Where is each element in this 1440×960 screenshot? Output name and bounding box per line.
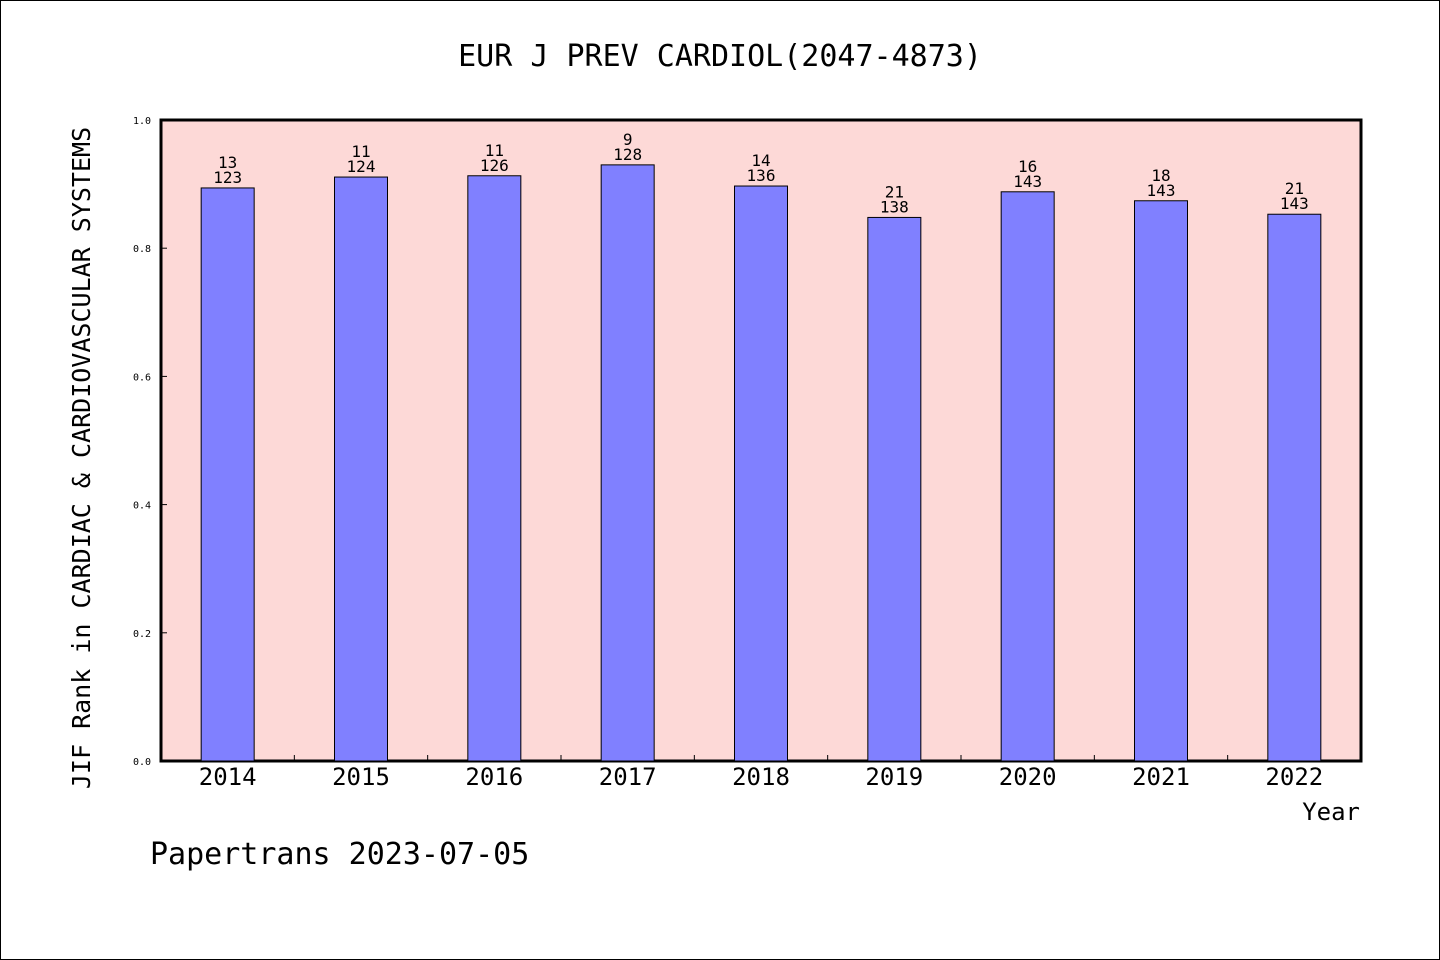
x-tick-label-2019: 2019 [865, 763, 923, 791]
data-label-total-2015: 124 [347, 157, 376, 176]
data-label-rank-2016: 11 [485, 141, 504, 160]
bar-2015 [334, 176, 388, 762]
bar-2019 [867, 216, 922, 762]
data-label-rank-2017: 9 [623, 130, 633, 149]
chart-title: EUR J PREV CARDIOL(2047-4873) [458, 39, 982, 74]
x-tick-label-2018: 2018 [732, 763, 790, 791]
data-label-rank-2018: 14 [751, 151, 770, 170]
bar-2016 [467, 175, 522, 762]
x-axis-label: Year [1302, 798, 1360, 826]
x-tick-label-2015: 2015 [332, 763, 390, 791]
y-tick-label-0.2: 0.2 [133, 629, 151, 640]
data-label-total-2022: 143 [1280, 194, 1309, 213]
bar-2014 [200, 187, 255, 762]
data-label-rank-2020: 16 [1018, 157, 1037, 176]
data-label-total-2019: 138 [880, 197, 909, 216]
y-axis-label: JIF Rank in CARDIAC & CARDIOVASCULAR SYS… [67, 127, 96, 789]
data-label-rank-2019: 21 [885, 182, 904, 201]
y-tick-label-0.8: 0.8 [133, 244, 151, 255]
data-label-rank-2021: 18 [1151, 166, 1170, 185]
bar-2018 [734, 185, 788, 762]
x-tick-label-2020: 2020 [999, 763, 1057, 791]
y-tick-label-0.6: 0.6 [133, 372, 151, 383]
data-label-rank-2014: 13 [218, 153, 237, 172]
data-label-rank-2022: 21 [1285, 179, 1304, 198]
data-label-total-2017: 128 [613, 145, 642, 164]
x-tick-label-2016: 2016 [465, 763, 523, 791]
data-label-total-2016: 126 [480, 156, 509, 175]
y-tick-label-0.4: 0.4 [133, 501, 151, 512]
y-tick-label-0.0: 0.0 [133, 757, 151, 768]
data-label-total-2014: 123 [213, 168, 242, 187]
bar-2021 [1134, 200, 1188, 762]
bar-2020 [1000, 191, 1055, 762]
data-label-rank-2015: 11 [351, 142, 370, 161]
data-label-total-2021: 143 [1147, 181, 1176, 200]
x-tick-label-2021: 2021 [1132, 763, 1190, 791]
y-tick-label-1.0: 1.0 [133, 116, 151, 127]
footer-text: Papertrans 2023-07-05 [150, 837, 529, 872]
ticks-group: 2014 2015 2016 2017 2018 2019 2020 2021 2022 0.0 0… [133, 116, 1323, 791]
data-label-total-2020: 143 [1013, 172, 1042, 191]
bar-2022 [1267, 213, 1322, 762]
x-tick-label-2017: 2017 [599, 763, 657, 791]
data-label-total-2018: 136 [747, 166, 776, 185]
x-tick-label-2014: 2014 [199, 763, 257, 791]
bar-2017 [600, 164, 655, 762]
x-tick-label-2022: 2022 [1265, 763, 1323, 791]
